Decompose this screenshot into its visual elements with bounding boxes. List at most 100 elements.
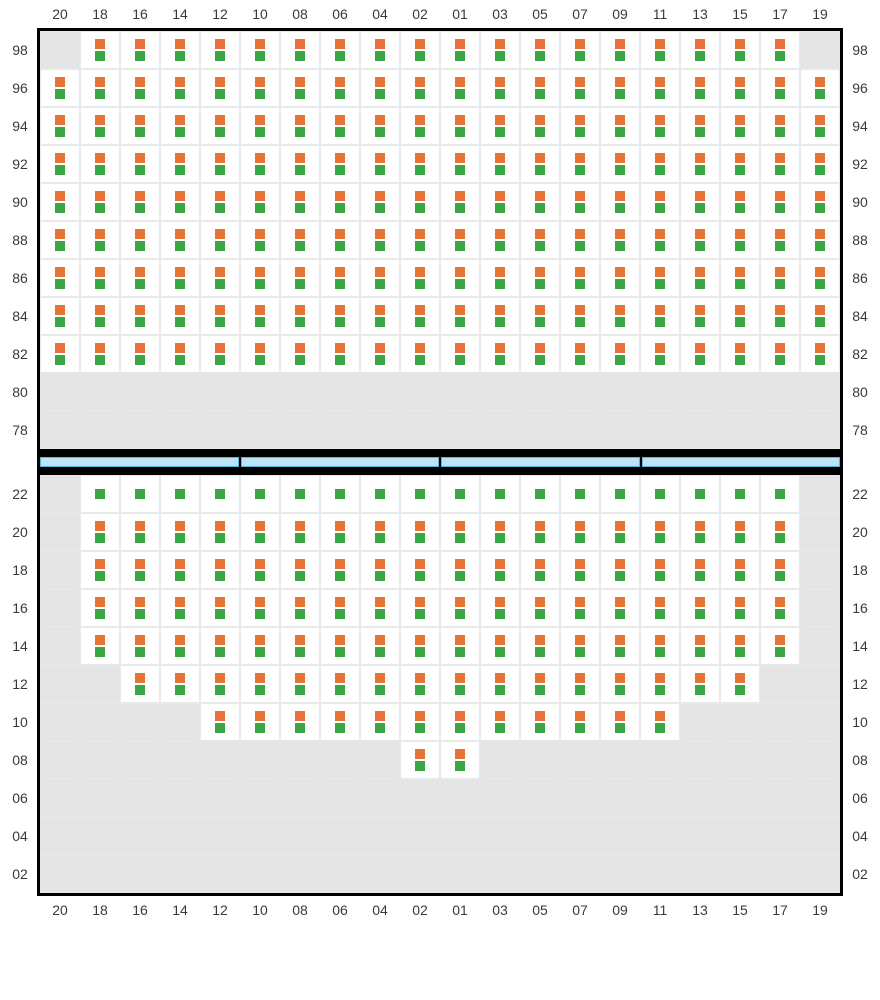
grid-cell[interactable]: [200, 259, 240, 297]
grid-cell[interactable]: [120, 627, 160, 665]
grid-cell[interactable]: [120, 855, 160, 893]
grid-cell[interactable]: [40, 817, 80, 855]
grid-cell[interactable]: [40, 259, 80, 297]
grid-cell[interactable]: [560, 221, 600, 259]
grid-cell[interactable]: [440, 551, 480, 589]
grid-cell[interactable]: [400, 475, 440, 513]
grid-cell[interactable]: [600, 373, 640, 411]
grid-cell[interactable]: [320, 221, 360, 259]
grid-cell[interactable]: [560, 411, 600, 449]
grid-cell[interactable]: [320, 779, 360, 817]
grid-cell[interactable]: [40, 513, 80, 551]
grid-cell[interactable]: [480, 259, 520, 297]
grid-cell[interactable]: [80, 703, 120, 741]
grid-cell[interactable]: [760, 817, 800, 855]
grid-cell[interactable]: [160, 627, 200, 665]
grid-cell[interactable]: [120, 145, 160, 183]
grid-cell[interactable]: [560, 259, 600, 297]
grid-cell[interactable]: [200, 703, 240, 741]
grid-cell[interactable]: [40, 627, 80, 665]
grid-cell[interactable]: [400, 297, 440, 335]
grid-cell[interactable]: [640, 221, 680, 259]
grid-cell[interactable]: [680, 183, 720, 221]
grid-cell[interactable]: [160, 551, 200, 589]
grid-cell[interactable]: [40, 589, 80, 627]
grid-cell[interactable]: [640, 513, 680, 551]
grid-cell[interactable]: [80, 551, 120, 589]
grid-cell[interactable]: [480, 411, 520, 449]
grid-cell[interactable]: [560, 855, 600, 893]
grid-cell[interactable]: [520, 31, 560, 69]
grid-cell[interactable]: [400, 665, 440, 703]
grid-cell[interactable]: [320, 627, 360, 665]
grid-cell[interactable]: [160, 589, 200, 627]
grid-cell[interactable]: [640, 335, 680, 373]
grid-cell[interactable]: [120, 183, 160, 221]
grid-cell[interactable]: [200, 475, 240, 513]
grid-cell[interactable]: [400, 703, 440, 741]
grid-cell[interactable]: [440, 855, 480, 893]
grid-cell[interactable]: [200, 741, 240, 779]
grid-cell[interactable]: [400, 183, 440, 221]
grid-cell[interactable]: [720, 259, 760, 297]
grid-cell[interactable]: [760, 779, 800, 817]
grid-cell[interactable]: [520, 107, 560, 145]
grid-cell[interactable]: [360, 297, 400, 335]
grid-cell[interactable]: [200, 335, 240, 373]
grid-cell[interactable]: [80, 665, 120, 703]
grid-cell[interactable]: [720, 665, 760, 703]
grid-cell[interactable]: [120, 817, 160, 855]
grid-cell[interactable]: [280, 703, 320, 741]
grid-cell[interactable]: [320, 513, 360, 551]
grid-cell[interactable]: [480, 145, 520, 183]
grid-cell[interactable]: [320, 69, 360, 107]
grid-cell[interactable]: [480, 513, 520, 551]
grid-cell[interactable]: [80, 297, 120, 335]
grid-cell[interactable]: [160, 145, 200, 183]
grid-cell[interactable]: [120, 589, 160, 627]
grid-cell[interactable]: [320, 297, 360, 335]
grid-cell[interactable]: [240, 145, 280, 183]
grid-cell[interactable]: [280, 551, 320, 589]
grid-cell[interactable]: [400, 107, 440, 145]
grid-cell[interactable]: [640, 31, 680, 69]
grid-cell[interactable]: [680, 589, 720, 627]
grid-cell[interactable]: [560, 69, 600, 107]
grid-cell[interactable]: [680, 817, 720, 855]
grid-cell[interactable]: [80, 107, 120, 145]
grid-cell[interactable]: [440, 779, 480, 817]
grid-cell[interactable]: [160, 297, 200, 335]
grid-cell[interactable]: [120, 411, 160, 449]
grid-cell[interactable]: [360, 335, 400, 373]
grid-cell[interactable]: [480, 779, 520, 817]
grid-cell[interactable]: [720, 373, 760, 411]
grid-cell[interactable]: [440, 703, 480, 741]
grid-cell[interactable]: [80, 741, 120, 779]
grid-cell[interactable]: [40, 551, 80, 589]
grid-cell[interactable]: [360, 183, 400, 221]
grid-cell[interactable]: [680, 373, 720, 411]
grid-cell[interactable]: [480, 31, 520, 69]
grid-cell[interactable]: [320, 703, 360, 741]
grid-cell[interactable]: [720, 335, 760, 373]
grid-cell[interactable]: [400, 589, 440, 627]
grid-cell[interactable]: [520, 779, 560, 817]
grid-cell[interactable]: [40, 703, 80, 741]
grid-cell[interactable]: [240, 107, 280, 145]
grid-cell[interactable]: [520, 589, 560, 627]
grid-cell[interactable]: [560, 335, 600, 373]
grid-cell[interactable]: [760, 259, 800, 297]
grid-cell[interactable]: [80, 411, 120, 449]
grid-cell[interactable]: [680, 855, 720, 893]
grid-cell[interactable]: [600, 703, 640, 741]
grid-cell[interactable]: [440, 183, 480, 221]
grid-cell[interactable]: [240, 69, 280, 107]
grid-cell[interactable]: [240, 31, 280, 69]
grid-cell[interactable]: [760, 31, 800, 69]
grid-cell[interactable]: [120, 31, 160, 69]
grid-cell[interactable]: [560, 779, 600, 817]
grid-cell[interactable]: [800, 475, 840, 513]
grid-cell[interactable]: [360, 513, 400, 551]
grid-cell[interactable]: [360, 551, 400, 589]
grid-cell[interactable]: [640, 779, 680, 817]
